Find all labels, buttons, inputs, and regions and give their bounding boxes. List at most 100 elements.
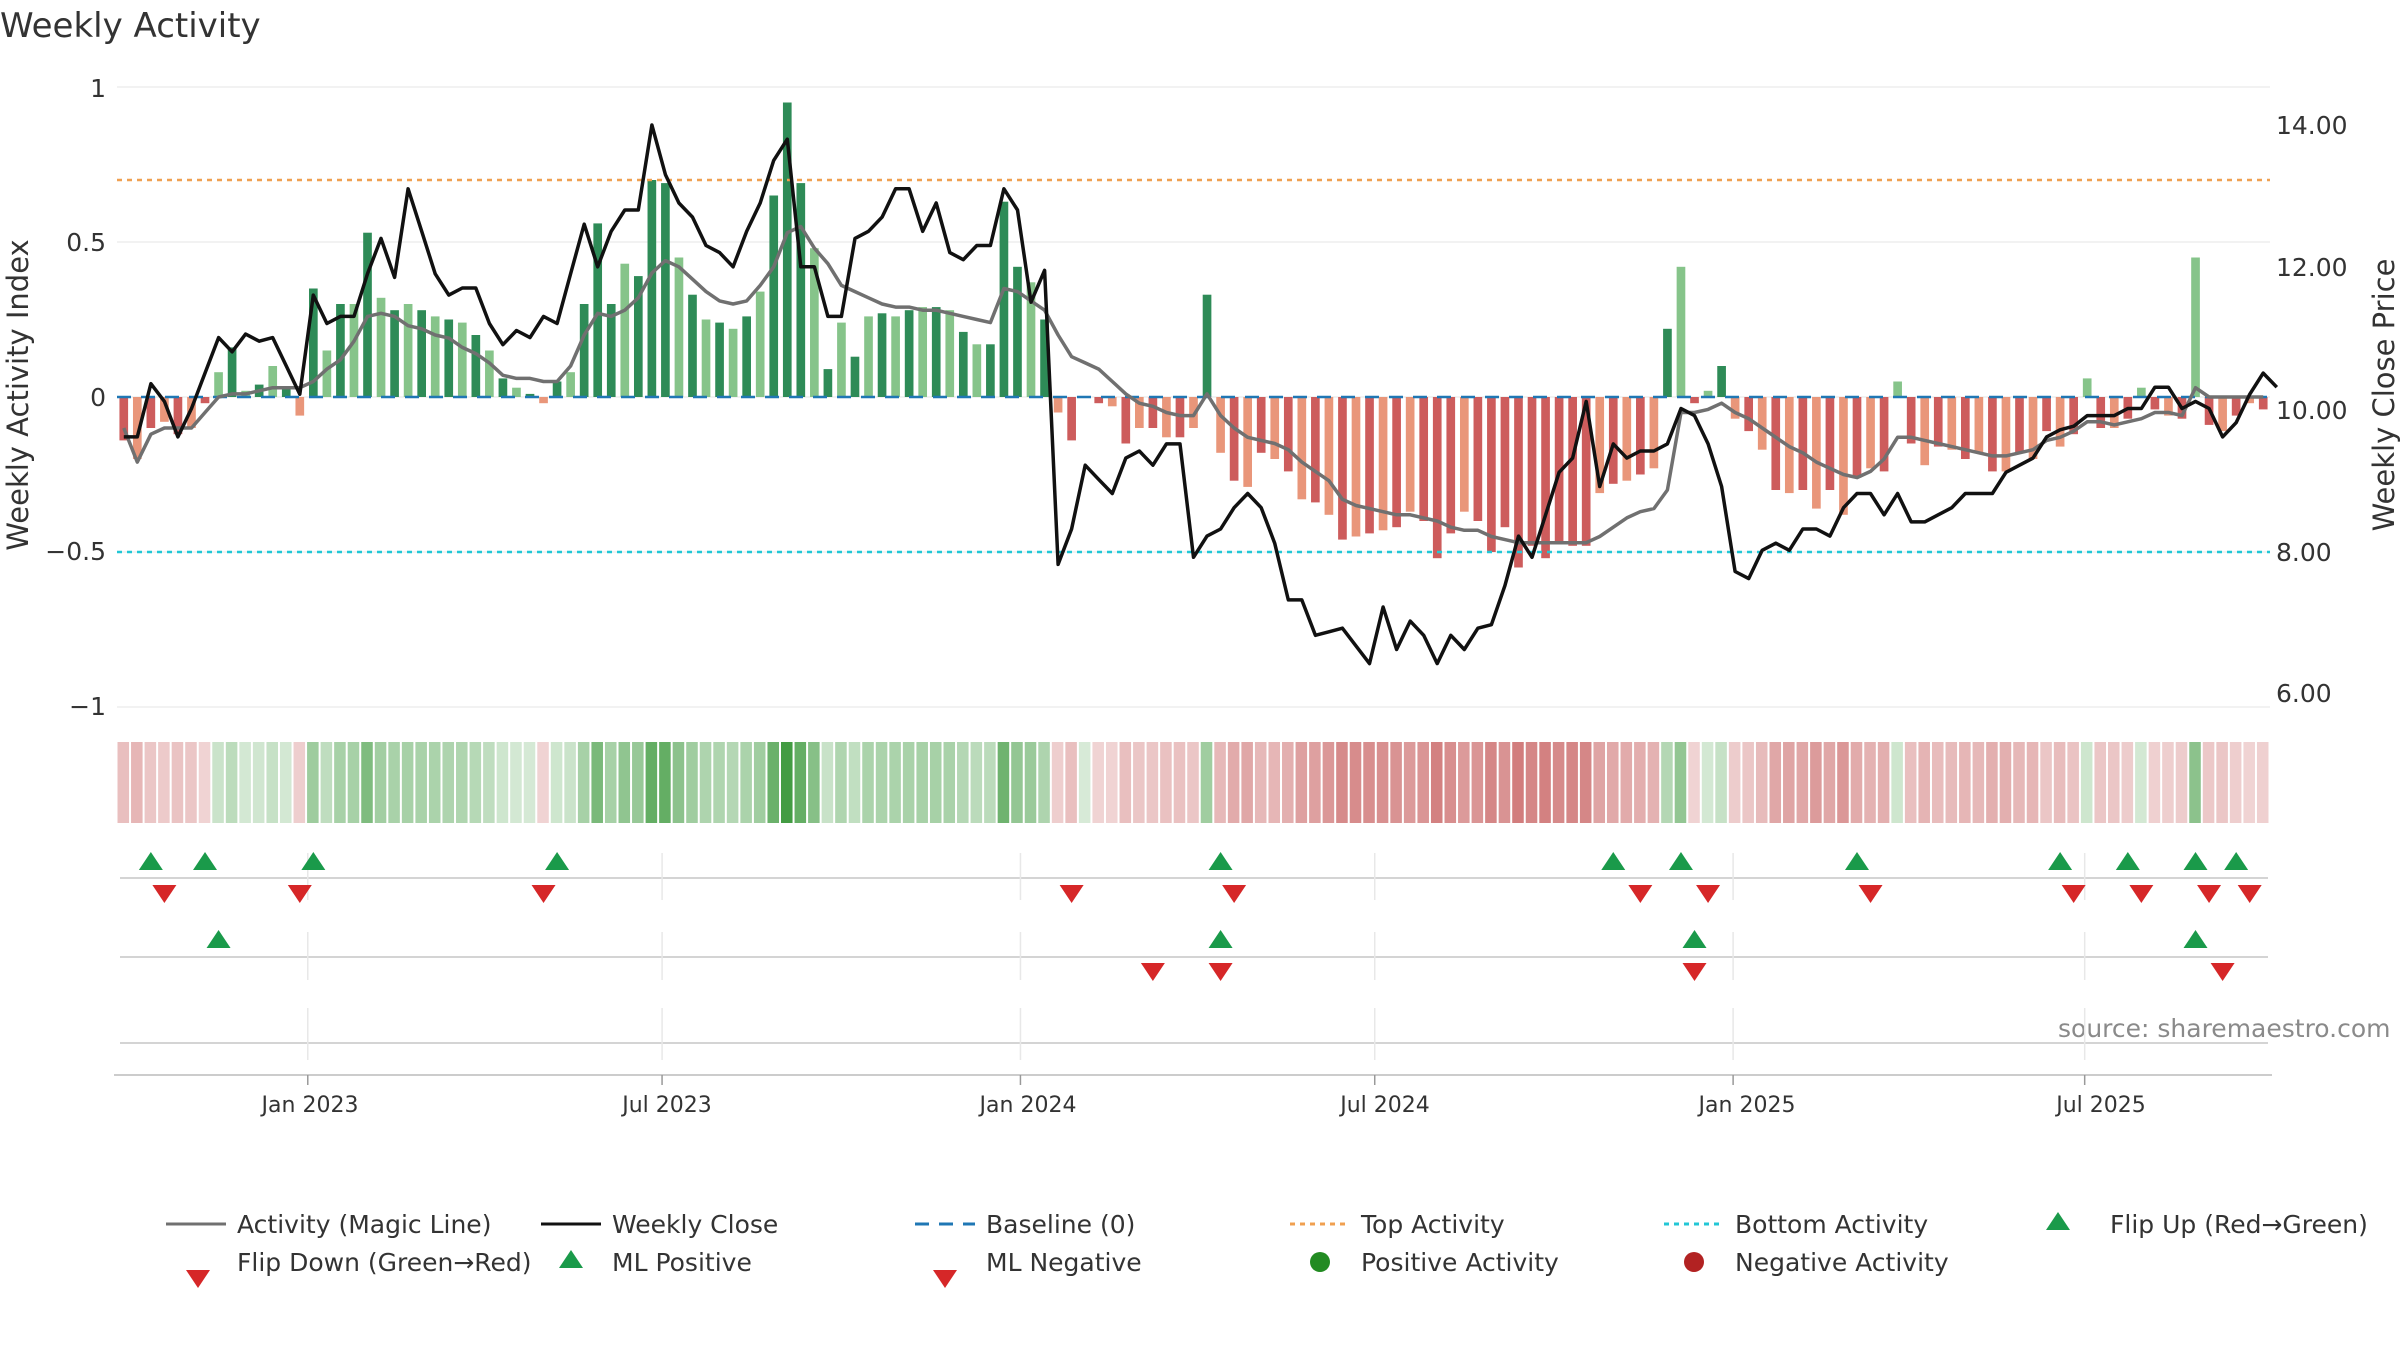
activity-bar <box>1636 397 1645 475</box>
activity-bar <box>945 310 955 397</box>
heatstrip-cell <box>1728 742 1741 823</box>
activity-bar <box>1365 397 1374 534</box>
heatstrip-cell <box>239 742 251 823</box>
heatstrip-cell <box>753 742 766 823</box>
legend-top-label: Top Activity <box>1360 1210 1505 1239</box>
heatstrip-cell <box>794 742 807 823</box>
heatstrip-cell <box>632 742 644 823</box>
activity-bar <box>1608 397 1618 484</box>
heatstrip-cell <box>1620 742 1633 823</box>
activity-bar <box>931 307 941 397</box>
activity-bar <box>471 335 481 397</box>
heatstrip-cell <box>1254 742 1267 823</box>
heatstrip-cell <box>550 742 563 823</box>
activity-bar <box>132 397 142 459</box>
activity-bar <box>457 322 467 397</box>
activity-bar <box>1067 397 1076 441</box>
activity-bar <box>1663 328 1672 397</box>
heatstrip-cell <box>1837 742 1849 823</box>
activity-bar <box>1229 397 1239 481</box>
activity-bar <box>2055 397 2065 447</box>
activity-bar <box>1920 397 1930 466</box>
heatstrip-cell <box>2229 742 2242 823</box>
heatstrip-cell <box>889 742 901 823</box>
activity-bar <box>1216 397 1225 453</box>
heatstrip-cell <box>1309 742 1321 823</box>
legend-ml-positive-label: ML Positive <box>612 1248 752 1277</box>
activity-bar <box>1825 397 1835 490</box>
activity-bar <box>1270 397 1280 459</box>
activity-bar <box>1839 397 1848 515</box>
activity-bar <box>1974 397 1984 453</box>
heatstrip-cell <box>767 742 780 823</box>
activity-bar <box>512 387 521 397</box>
heatstrip-cell <box>361 742 373 823</box>
heatstrip-cell <box>1566 742 1578 823</box>
activity-bar <box>796 183 806 397</box>
activity-bar <box>918 307 928 397</box>
flip-up-marker <box>1601 852 1626 870</box>
activity-bar <box>281 387 291 397</box>
magic-line <box>122 224 2264 545</box>
heatstrip-cell <box>1701 742 1714 823</box>
y-right-tick-label: 6.00 <box>2276 679 2332 708</box>
heatstrip-cell <box>1105 742 1118 823</box>
flip-up-marker <box>2115 852 2140 870</box>
heatstrip-cell <box>374 742 387 823</box>
activity-bar <box>227 347 237 397</box>
legend-flip-down-label: Flip Down (Green→Red) <box>237 1248 532 1277</box>
heatstrip-cell <box>1065 742 1077 823</box>
activity-bar <box>782 102 792 397</box>
activity-bar <box>1812 397 1821 509</box>
heatstrip-cell <box>1552 742 1565 823</box>
heatstrip-cell <box>1986 742 1998 823</box>
heatstrip-cell <box>1498 742 1511 823</box>
heatstrip-cell <box>1024 742 1037 823</box>
activity-bar <box>1960 397 1970 459</box>
activity-bar <box>1094 397 1104 404</box>
activity-bar <box>1947 397 1957 450</box>
activity-bar <box>1324 397 1334 515</box>
y-right-tick-label: 12.00 <box>2276 253 2348 282</box>
heatstrip-cell <box>347 742 360 823</box>
activity-bar <box>1514 397 1523 568</box>
heatstrip-cell <box>1119 742 1132 823</box>
heatstrip-cell <box>875 742 888 823</box>
heatstrip-cell <box>1051 742 1064 823</box>
activity-bar <box>1202 294 1212 397</box>
activity-bar <box>430 316 440 397</box>
heatstrip-cell <box>1146 742 1159 823</box>
activity-bar <box>1527 397 1537 546</box>
activity-bar <box>674 257 684 397</box>
activity-bar <box>823 369 833 397</box>
activity-bar <box>891 316 900 397</box>
flip-down-marker <box>1696 885 1721 903</box>
heatstrip-cell <box>808 742 820 823</box>
activity-bar <box>1392 397 1401 528</box>
legend-positive-activity-label: Positive Activity <box>1361 1248 1559 1277</box>
heatstrip-cell <box>252 742 265 823</box>
activity-bar <box>349 304 359 397</box>
activity-bar <box>417 310 427 397</box>
heatstrip-cell <box>1891 742 1903 823</box>
heatstrip-cell <box>713 742 725 823</box>
activity-bar <box>390 310 399 397</box>
activity-bar <box>1906 397 1916 444</box>
heatstrip-cell <box>1755 742 1768 823</box>
activity-bar <box>1013 266 1022 397</box>
heatstrip-cell <box>1133 742 1145 823</box>
activity-bar <box>2191 257 2200 397</box>
activity-bar <box>1432 397 1442 559</box>
heatstrip-cell <box>185 742 197 823</box>
heatstrip-cell <box>1606 742 1619 823</box>
heatstrip-cell <box>604 742 617 823</box>
heatstrip-cell <box>1241 742 1253 823</box>
heatstrip-cell <box>848 742 861 823</box>
activity-bar <box>485 350 494 397</box>
activity-bar <box>1053 397 1063 413</box>
activity-bar <box>810 248 819 397</box>
flip-down-marker <box>1858 885 1883 903</box>
heatstrip-cell <box>902 742 915 823</box>
x-tick-label: Jul 2025 <box>2054 1093 2146 1118</box>
activity-bar <box>2150 397 2160 410</box>
